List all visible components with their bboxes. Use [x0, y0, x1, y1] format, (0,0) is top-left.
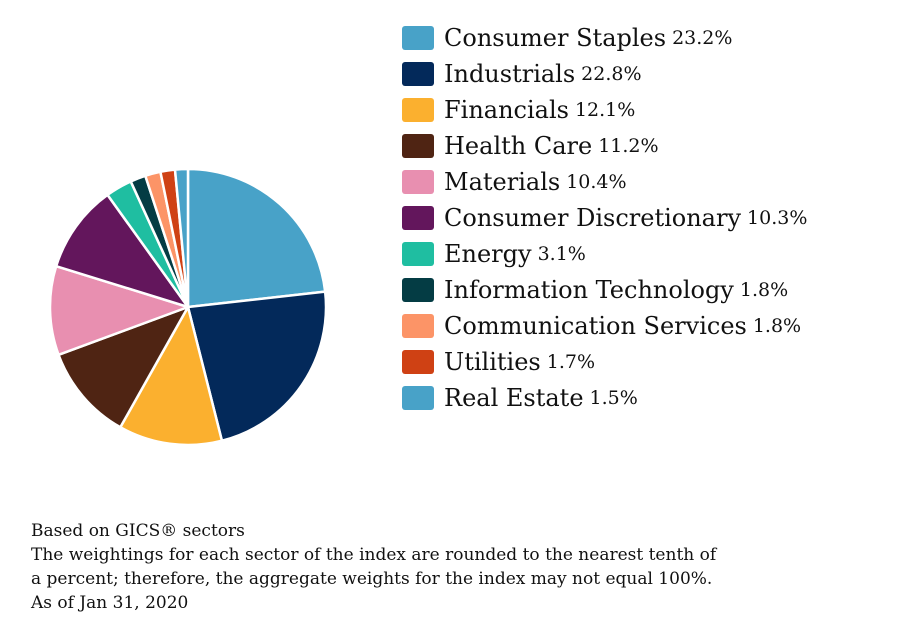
legend-item: Materials 10.4% [402, 164, 807, 200]
legend-label: Utilities [444, 348, 541, 376]
legend-label: Real Estate [444, 384, 584, 412]
legend-item: Health Care 11.2% [402, 128, 807, 164]
legend-swatch [402, 278, 434, 302]
legend-swatch [402, 206, 434, 230]
legend-item: Consumer Discretionary 10.3% [402, 200, 807, 236]
legend-item: Financials 12.1% [402, 92, 807, 128]
legend-label: Financials [444, 96, 569, 124]
legend-label: Communication Services [444, 312, 747, 340]
note-line: Based on GICS® sectors [31, 521, 245, 541]
pie-slice-real-estate [173, 167, 190, 309]
legend-item: Information Technology 1.8% [402, 272, 807, 308]
legend-value: 10.4% [566, 171, 627, 193]
legend-value: 1.8% [739, 279, 789, 301]
pie-slice-financials [119, 305, 224, 447]
legend-value: 1.5% [589, 387, 638, 409]
pie-slice-health-care [57, 305, 190, 429]
legend-label: Consumer Staples [444, 24, 667, 52]
legend-value: 22.8% [581, 63, 642, 85]
legend-swatch [402, 170, 434, 194]
pie-slice-industrials [186, 290, 328, 443]
legend-swatch [402, 350, 434, 374]
legend-item: Industrials 22.8% [402, 56, 807, 92]
footnotes: Based on GICS® sectors The weightings fo… [31, 519, 716, 615]
legend-swatch [402, 134, 434, 158]
legend-value: 23.2% [672, 27, 733, 49]
legend-item: Consumer Staples 23.2% [402, 20, 807, 56]
legend-label: Energy [444, 240, 532, 268]
legend-value: 12.1% [574, 99, 636, 121]
legend-swatch [402, 242, 434, 266]
legend-label: Consumer Discretionary [444, 204, 742, 232]
legend-item: Utilities 1.7% [402, 344, 807, 380]
legend-label: Materials [444, 168, 561, 196]
legend-value: 3.1% [537, 243, 586, 265]
note-line: The weightings for each sector of the in… [31, 545, 717, 565]
legend-label: Health Care [444, 132, 593, 160]
legend-value: 1.8% [752, 315, 802, 337]
legend-item: Real Estate 1.5% [402, 380, 807, 416]
pie-slice-consumer-discretionary [54, 193, 190, 309]
legend-value: 1.7% [546, 351, 596, 373]
legend-swatch [402, 386, 434, 410]
note-line: a percent; therefore, the aggregate weig… [31, 569, 713, 589]
pie-chart [48, 167, 328, 447]
legend-swatch [402, 98, 434, 122]
legend-value: 10.3% [747, 207, 808, 229]
legend-label: Industrials [444, 60, 576, 88]
legend-swatch [402, 314, 434, 338]
legend-value: 11.2% [598, 135, 659, 157]
legend: Consumer Staples 23.2% Industrials 22.8% Fin… [402, 20, 807, 416]
pie-slice-consumer-staples [186, 167, 327, 309]
legend-label: Information Technology [444, 276, 734, 304]
legend-swatch [402, 62, 434, 86]
legend-item: Communication Services 1.8% [402, 308, 807, 344]
note-line: As of Jan 31, 2020 [31, 593, 189, 613]
legend-item: Energy 3.1% [402, 236, 807, 272]
pie-slice-materials [48, 264, 190, 357]
legend-swatch [402, 26, 434, 50]
